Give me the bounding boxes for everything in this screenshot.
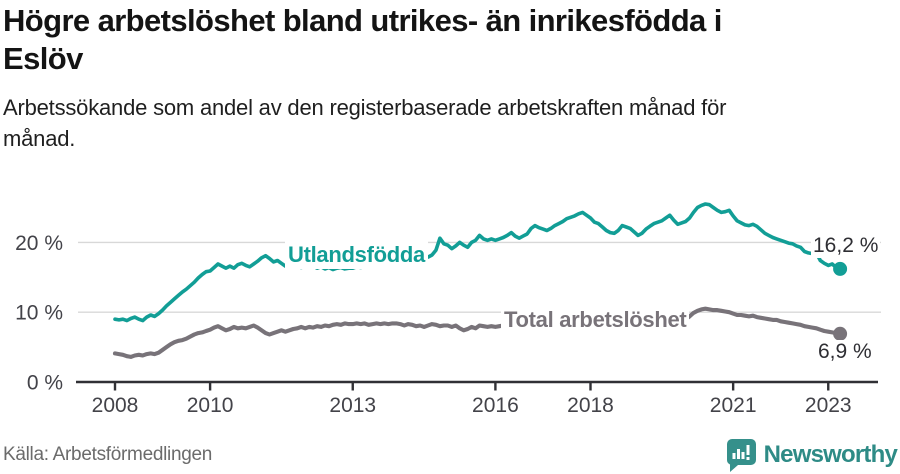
x-tick-label-2016: 2016 [472,394,519,417]
gridlines: 0 % 10 % 20 % [15,232,881,395]
x-tick-label-2018: 2018 [567,394,614,417]
series-label-total: Total arbetslöshet [501,306,690,334]
y-tick-label-20: 20 % [15,232,63,255]
x-tick-label-2023: 2023 [805,394,852,417]
y-tick-label-0: 0 % [27,372,63,395]
chart-subtitle: Arbetssökande som andel av den registerb… [3,95,727,151]
x-axis: 2008 2010 2013 2016 2018 2021 2023 [76,380,878,417]
end-dot-total [833,326,848,341]
series-line-utlandsfodda [113,202,842,323]
newsworthy-logo-text: Newsworthy [763,441,898,468]
x-tick-label-2013: 2013 [329,394,376,417]
title-line-2: Eslöv [3,41,83,76]
y-tick-label-10: 10 % [15,302,63,325]
newsworthy-logo-icon [726,439,756,472]
source-credit: Källa: Arbetsförmedlingen [3,444,213,465]
x-tick-label-2010: 2010 [187,394,234,417]
series-label-utlandsfodda: Utlandsfödda [285,241,428,269]
x-tick-label-2021: 2021 [710,394,757,417]
logo-bar-chart [732,445,750,460]
page-title: Högre arbetslöshet bland utrikes- än inr… [3,2,889,78]
end-value-label-total: 6,9 % [816,340,874,364]
series-lines [112,202,848,359]
title-line-1: Högre arbetslöshet bland utrikes- än inr… [3,3,722,38]
series-line-total [112,306,843,359]
line-chart-canvas: 0 % 10 % 20 % 2008 2010 2013 2016 2018 2021 2023 [15,202,881,417]
newsworthy-brand: Newsworthy [726,438,898,472]
end-value-label-utlandsfodda: 16,2 % [811,234,881,258]
x-tick-label-2008: 2008 [92,394,139,417]
end-dot-utlandsfodda [833,261,848,276]
